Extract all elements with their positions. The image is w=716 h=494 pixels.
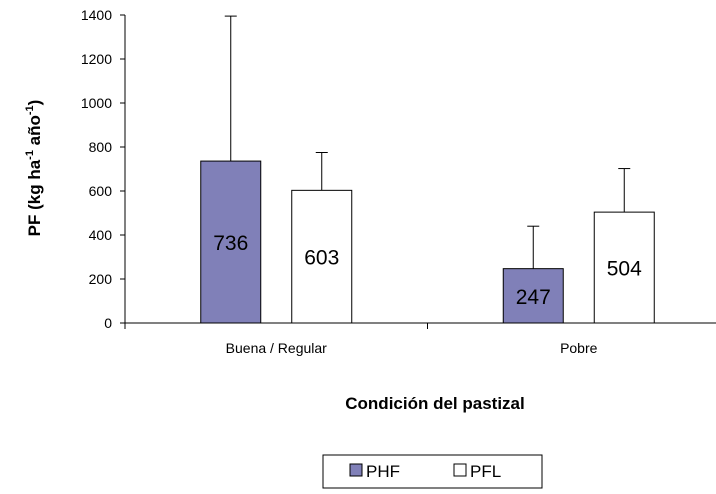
bars — [200, 15, 655, 324]
legend-label-phf: PHF — [366, 462, 400, 481]
y-tick-label: 200 — [89, 271, 113, 287]
bar — [593, 211, 655, 324]
y-tick-label: 600 — [89, 183, 113, 199]
y-tick-label: 0 — [104, 315, 112, 331]
y-tick-label: 1400 — [81, 7, 112, 23]
bar — [200, 160, 262, 324]
data-labels: 736 603 247 504 — [213, 232, 642, 309]
x-axis-title: Condición del pastizal — [345, 394, 524, 413]
y-tick-label: 800 — [89, 139, 113, 155]
y-axis-title: PF (kg ha-1 año-1) — [24, 100, 44, 237]
data-label: 247 — [516, 286, 551, 309]
legend-label-pfl: PFL — [470, 462, 501, 481]
y-tick-label: 1200 — [81, 51, 112, 67]
y-tick-label: 400 — [89, 227, 113, 243]
data-label: 504 — [607, 258, 642, 281]
legend: PHF PFL — [322, 454, 543, 489]
axes: 0 200 400 600 800 1000 1200 1400 Buena / Regular… — [81, 7, 716, 356]
bar — [502, 268, 564, 324]
legend-swatch-phf — [349, 463, 363, 477]
y-tick-label: 1000 — [81, 95, 112, 111]
data-label: 736 — [213, 232, 248, 255]
x-tick-label: Pobre — [560, 340, 598, 356]
legend-swatch-pfl — [453, 463, 467, 477]
bar — [291, 189, 353, 324]
data-label: 603 — [304, 247, 339, 270]
x-tick-label: Buena / Regular — [226, 340, 328, 356]
